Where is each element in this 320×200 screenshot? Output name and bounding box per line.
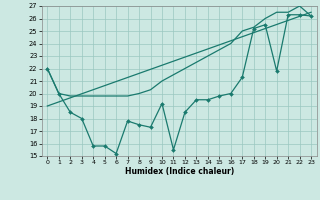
X-axis label: Humidex (Indice chaleur): Humidex (Indice chaleur)	[124, 167, 234, 176]
